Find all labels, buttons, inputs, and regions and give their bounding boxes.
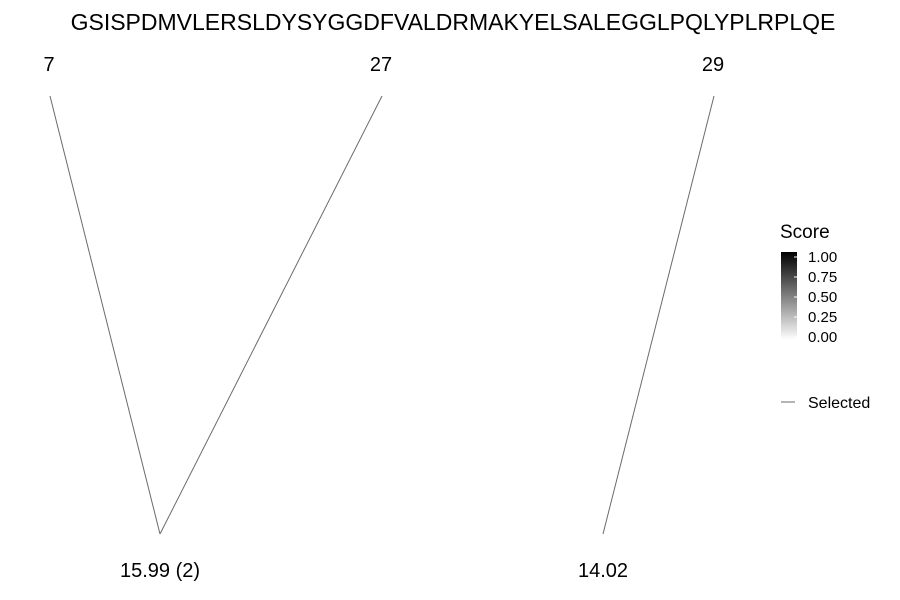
- mass-label-14-02: 14.02: [578, 560, 628, 582]
- site-label-29: 29: [702, 54, 724, 76]
- connector-line-site-27: [159, 95, 383, 535]
- legend-tick-label: 0.50: [808, 289, 837, 306]
- legend-ticks: 1.00 0.75 0.50 0.25 0.00: [794, 249, 837, 346]
- connector-line-site-7: [49, 95, 161, 535]
- legend-tick-label: 0.75: [808, 269, 837, 286]
- score-legend: Score 1.00 0.75 0.50 0.25 0.00 Selected: [780, 222, 870, 412]
- legend-title: Score: [780, 222, 830, 243]
- legend-tick-label: 1.00: [808, 249, 837, 266]
- connector-line-site-29: [602, 95, 715, 535]
- connector-lines: [49, 95, 715, 535]
- site-label-7: 7: [43, 54, 54, 76]
- peptide-sequence: GSISPDMVLERSLDYSYGGDFVALDRMAKYELSALEGGLP…: [71, 9, 836, 35]
- site-label-27: 27: [370, 54, 392, 76]
- score-colorbar: [781, 252, 797, 340]
- legend-line-label: Selected: [808, 395, 870, 412]
- legend-tick-label: 0.25: [808, 309, 837, 326]
- legend-tick-label: 0.00: [808, 329, 837, 346]
- mass-label-15-99: 15.99 (2): [120, 560, 200, 582]
